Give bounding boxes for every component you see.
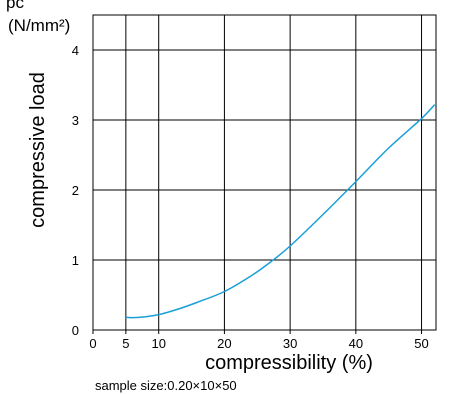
data-line xyxy=(125,104,436,319)
tick-labels: 0 5 10 20 30 40 50 0 1 2 3 4 xyxy=(72,43,429,351)
y-tick-label: 1 xyxy=(72,253,79,268)
x-tick-label: 0 xyxy=(89,336,96,351)
grid xyxy=(92,14,437,334)
plot-frame xyxy=(92,14,437,331)
x-tick-label: 10 xyxy=(151,336,165,351)
x-tick-label: 50 xyxy=(414,336,428,351)
y-tick-label: 3 xyxy=(72,113,79,128)
x-tick-label: 40 xyxy=(349,336,363,351)
cropped-top-text: pc xyxy=(6,0,24,12)
y-tick-label: 0 xyxy=(72,323,79,338)
y-tick-label: 2 xyxy=(72,183,79,198)
y-tick-label: 4 xyxy=(72,43,79,58)
series-layer xyxy=(125,104,436,319)
sample-size-note: sample size:0.20×10×50 xyxy=(95,378,237,393)
x-tick-label: 30 xyxy=(283,336,297,351)
x-axis-title: compressibility (%) xyxy=(205,352,373,374)
x-tick-label: 5 xyxy=(122,336,129,351)
x-tick-label: 20 xyxy=(217,336,231,351)
y-axis-title: compressive load xyxy=(27,72,49,228)
unit-label: (N/mm²) xyxy=(8,16,70,35)
